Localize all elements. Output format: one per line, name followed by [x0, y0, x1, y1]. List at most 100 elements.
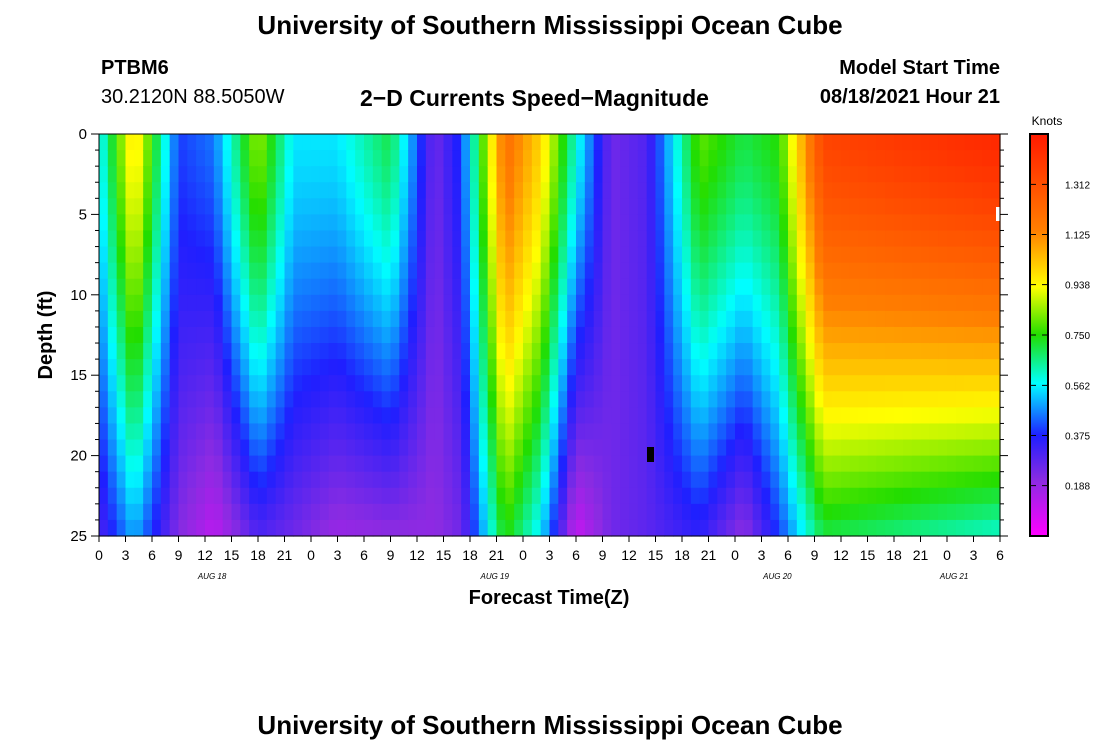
heatmap-cell [717, 439, 727, 457]
heatmap-cell [487, 198, 498, 215]
heatmap-cell [832, 278, 842, 296]
heatmap-cell [107, 359, 118, 376]
heatmap-cell [788, 326, 798, 344]
heatmap-cell [876, 391, 886, 408]
heatmap-cell [523, 230, 533, 248]
heatmap-cell [708, 375, 718, 392]
heatmap-cell [964, 294, 975, 312]
heatmap-cell [602, 166, 612, 183]
heatmap-cell [443, 519, 453, 537]
heatmap-cell [726, 503, 736, 521]
colorbar-unit-label: Knots [1032, 114, 1063, 128]
heatmap-cell [134, 278, 144, 296]
heatmap-cell [231, 246, 241, 264]
heatmap-cell [258, 182, 268, 199]
heatmap-cell [576, 439, 586, 457]
heatmap-cell [805, 278, 816, 296]
heatmap-cell [602, 391, 612, 408]
heatmap-cell [964, 262, 975, 280]
heatmap-cell [381, 326, 392, 344]
heatmap-cell [160, 326, 171, 344]
heatmap-cell [311, 182, 321, 199]
heatmap-cell [876, 503, 886, 521]
heatmap-cell [567, 262, 577, 280]
heatmap-cell [213, 230, 224, 248]
heatmap-cell [266, 391, 277, 408]
heatmap-cell [788, 230, 798, 248]
x-tick-label: 12 [409, 547, 425, 563]
heatmap-cell [258, 359, 268, 376]
heatmap-cell [779, 503, 789, 521]
heatmap-cell [549, 519, 559, 537]
heatmap-cell [514, 375, 524, 392]
heatmap-cell [637, 134, 648, 151]
heatmap-cell [152, 503, 162, 521]
heatmap-cell [620, 519, 630, 537]
heatmap-cell [125, 278, 135, 296]
heatmap-cell [779, 439, 789, 457]
heatmap-cell [231, 214, 241, 232]
heatmap-cell [355, 182, 365, 199]
heatmap-cell [867, 294, 877, 312]
heatmap-cell [849, 423, 860, 441]
heatmap-cell [558, 503, 568, 521]
heatmap-cell [302, 471, 312, 489]
heatmap-cell [178, 310, 188, 328]
heatmap-cell [584, 310, 595, 328]
heatmap-cell [620, 310, 630, 328]
heatmap-cell [372, 375, 383, 392]
heatmap-cell [682, 455, 692, 473]
heatmap-cell [646, 359, 657, 376]
heatmap-cell [637, 182, 648, 199]
heatmap-cell [885, 391, 895, 408]
heatmap-cell [514, 262, 524, 280]
heatmap-cell [311, 166, 321, 183]
heatmap-cell [328, 503, 339, 521]
heatmap-cell [911, 391, 922, 408]
heatmap-cell [169, 519, 180, 537]
heatmap-cell [152, 214, 162, 232]
heatmap-cell [558, 150, 568, 167]
heatmap-cell [187, 439, 197, 457]
heatmap-cell [814, 407, 824, 425]
heatmap-cell [584, 246, 595, 264]
heatmap-cell [690, 182, 701, 199]
heatmap-cell [496, 182, 506, 199]
heatmap-cell [558, 359, 568, 376]
heatmap-cell [637, 439, 648, 457]
heatmap-cell [275, 407, 286, 425]
heatmap-cell [319, 230, 330, 248]
heatmap-cell [911, 134, 922, 151]
heatmap-cell [938, 471, 948, 489]
heatmap-cell [505, 519, 515, 537]
heatmap-cell [116, 134, 127, 151]
heatmap-cell [938, 134, 948, 151]
heatmap-cell [576, 262, 586, 280]
heatmap-cell [876, 343, 886, 360]
heatmap-cell [116, 439, 127, 457]
heatmap-cell [116, 359, 127, 376]
heatmap-cell [973, 359, 983, 376]
heatmap-cell [461, 359, 471, 376]
heatmap-cell [726, 214, 736, 232]
heatmap-cell [867, 407, 877, 425]
heatmap-cell [611, 150, 621, 167]
heatmap-cell [920, 198, 930, 215]
heatmap-cell [796, 455, 807, 473]
heatmap-cell [885, 343, 895, 360]
heatmap-cell [328, 343, 339, 360]
heatmap-cell [655, 391, 665, 408]
heatmap-cell [222, 343, 233, 360]
heatmap-cell [425, 455, 436, 473]
heatmap-cell [284, 407, 294, 425]
heatmap-cell [823, 487, 833, 505]
heatmap-cell [346, 246, 356, 264]
heatmap-cell [134, 487, 144, 505]
heatmap-cell [814, 278, 824, 296]
heatmap-cell [319, 423, 330, 441]
heatmap-cell [523, 310, 533, 328]
heatmap-cell [690, 326, 701, 344]
heatmap-cell [364, 519, 374, 537]
heatmap-cell [743, 471, 754, 489]
heatmap-cell [655, 471, 665, 489]
